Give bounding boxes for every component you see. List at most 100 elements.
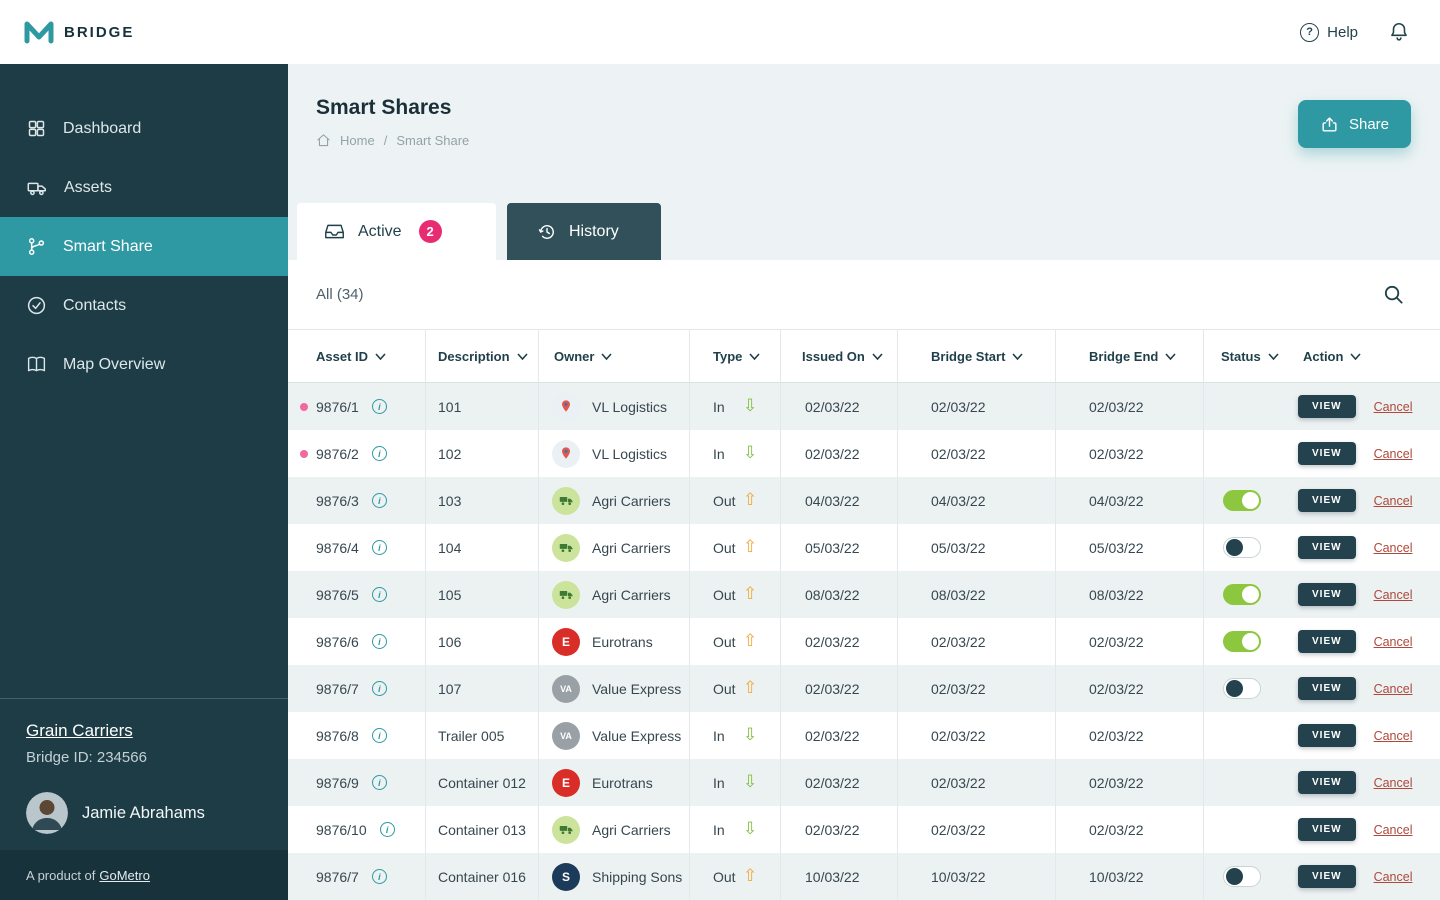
cancel-link[interactable]: Cancel bbox=[1373, 869, 1413, 884]
info-icon[interactable]: i bbox=[371, 681, 387, 696]
type-cell: In ⇩ bbox=[689, 430, 780, 477]
view-button[interactable]: VIEW bbox=[1298, 630, 1356, 653]
info-icon[interactable]: i bbox=[371, 869, 387, 884]
bridge-start-cell: 08/03/22 bbox=[897, 571, 1055, 618]
asset-id-cell: 9876/4 i bbox=[288, 524, 425, 571]
view-button[interactable]: VIEW bbox=[1298, 677, 1356, 700]
view-button[interactable]: VIEW bbox=[1298, 489, 1356, 512]
bridge-start-cell: 10/03/22 bbox=[897, 853, 1055, 900]
sort-chevron-icon bbox=[516, 352, 528, 360]
status-toggle[interactable] bbox=[1223, 866, 1261, 887]
sort-chevron-icon bbox=[749, 352, 760, 360]
info-icon[interactable]: i bbox=[371, 587, 387, 602]
col-header-issued-on[interactable]: Issued On bbox=[780, 330, 897, 382]
type-cell: In ⇩ bbox=[689, 712, 780, 759]
bridge-id: Bridge ID: 234566 bbox=[26, 749, 147, 766]
tab-active[interactable]: Active 2 bbox=[297, 203, 496, 260]
view-button[interactable]: VIEW bbox=[1298, 724, 1356, 747]
info-icon[interactable]: i bbox=[371, 446, 387, 461]
col-header-bridge-end[interactable]: Bridge End bbox=[1055, 330, 1203, 382]
search-button[interactable] bbox=[1380, 281, 1407, 308]
sidebar-item-assets[interactable]: Assets bbox=[0, 158, 288, 217]
toggle-knob bbox=[1242, 633, 1259, 650]
col-header-asset-id[interactable]: Asset ID bbox=[288, 330, 425, 382]
breadcrumb-home[interactable]: Home bbox=[340, 133, 375, 148]
owner-logo-icon: E bbox=[552, 768, 580, 797]
type-label: In bbox=[713, 398, 725, 415]
cancel-link[interactable]: Cancel bbox=[1373, 446, 1413, 461]
cancel-link[interactable]: Cancel bbox=[1373, 822, 1413, 837]
info-icon[interactable]: i bbox=[371, 775, 387, 790]
owner-logo-icon bbox=[552, 439, 580, 468]
sidebar-item-smart-share[interactable]: Smart Share bbox=[0, 217, 288, 276]
toggle-knob bbox=[1242, 492, 1259, 509]
info-icon[interactable]: i bbox=[371, 493, 387, 508]
help-button[interactable]: ? Help bbox=[1300, 22, 1358, 42]
info-icon[interactable]: i bbox=[371, 540, 387, 555]
tab-active-badge: 2 bbox=[418, 220, 442, 243]
cancel-link[interactable]: Cancel bbox=[1373, 728, 1413, 743]
view-button[interactable]: VIEW bbox=[1298, 583, 1356, 606]
action-cell: VIEW Cancel bbox=[1288, 853, 1440, 900]
type-arrow-icon: ⇧ bbox=[743, 490, 758, 509]
gometro-link[interactable]: GoMetro bbox=[99, 867, 150, 883]
col-header-owner[interactable]: Owner bbox=[538, 330, 689, 382]
col-header-status[interactable]: Status bbox=[1203, 330, 1288, 382]
sidebar-item-contacts[interactable]: Contacts bbox=[0, 276, 288, 335]
col-header-description[interactable]: Description bbox=[425, 330, 538, 382]
share-label: Share bbox=[1348, 115, 1389, 133]
info-icon[interactable]: i bbox=[371, 634, 387, 649]
view-button[interactable]: VIEW bbox=[1298, 865, 1356, 888]
bridge-start-cell: 02/03/22 bbox=[897, 430, 1055, 477]
status-toggle[interactable] bbox=[1223, 678, 1261, 699]
view-button[interactable]: VIEW bbox=[1298, 818, 1356, 841]
sidebar-item-map-overview[interactable]: Map Overview bbox=[0, 335, 288, 394]
status-toggle[interactable] bbox=[1223, 631, 1261, 652]
col-header-action[interactable]: Action bbox=[1288, 330, 1440, 382]
col-header-type[interactable]: Type bbox=[689, 330, 780, 382]
table-row: 9876/7 i 107 VA Value Express Out ⇧ 02/0… bbox=[288, 665, 1440, 712]
type-arrow-icon: ⇧ bbox=[743, 537, 758, 556]
cancel-link[interactable]: Cancel bbox=[1373, 540, 1413, 555]
view-button[interactable]: VIEW bbox=[1298, 395, 1356, 418]
cancel-link[interactable]: Cancel bbox=[1373, 399, 1413, 414]
description-cell: 105 bbox=[425, 571, 538, 618]
cancel-link[interactable]: Cancel bbox=[1373, 493, 1413, 508]
col-header-bridge-start[interactable]: Bridge Start bbox=[897, 330, 1055, 382]
table-body: 9876/1 i 101 VL Logistics In ⇩ 02/03/22 … bbox=[288, 383, 1440, 900]
status-toggle[interactable] bbox=[1223, 537, 1261, 558]
status-cell bbox=[1203, 618, 1288, 665]
cancel-link[interactable]: Cancel bbox=[1373, 587, 1413, 602]
description-cell: 102 bbox=[425, 430, 538, 477]
table-row: 9876/6 i 106 E Eurotrans Out ⇧ 02/03/22 … bbox=[288, 618, 1440, 665]
cancel-link[interactable]: Cancel bbox=[1373, 775, 1413, 790]
notification-bell-icon[interactable] bbox=[1388, 21, 1410, 43]
description-cell: Trailer 005 bbox=[425, 712, 538, 759]
type-label: In bbox=[713, 727, 725, 744]
issued-on-cell: 02/03/22 bbox=[780, 665, 897, 712]
org-link[interactable]: Grain Carriers bbox=[26, 721, 133, 740]
info-icon[interactable]: i bbox=[371, 399, 387, 414]
view-button[interactable]: VIEW bbox=[1298, 771, 1356, 794]
type-label: Out bbox=[713, 680, 736, 697]
status-toggle[interactable] bbox=[1223, 490, 1261, 511]
cancel-link[interactable]: Cancel bbox=[1373, 681, 1413, 696]
cancel-link[interactable]: Cancel bbox=[1373, 634, 1413, 649]
description-cell: 104 bbox=[425, 524, 538, 571]
description-cell: Container 016 bbox=[425, 853, 538, 900]
sidebar-account-block: Grain Carriers Bridge ID: 234566 Jamie A… bbox=[0, 698, 288, 850]
info-icon[interactable]: i bbox=[379, 822, 395, 837]
info-icon[interactable]: i bbox=[371, 728, 387, 743]
type-cell: Out ⇧ bbox=[689, 524, 780, 571]
asset-id: 9876/3 bbox=[316, 492, 359, 509]
owner-cell: Agri Carriers bbox=[538, 477, 689, 524]
tab-history[interactable]: History bbox=[507, 203, 661, 260]
status-toggle[interactable] bbox=[1223, 584, 1261, 605]
share-button[interactable]: Share bbox=[1297, 100, 1411, 148]
filter-all[interactable]: All (34) bbox=[316, 286, 364, 303]
description-cell: 107 bbox=[425, 665, 538, 712]
sidebar-item-dashboard[interactable]: Dashboard bbox=[0, 99, 288, 158]
view-button[interactable]: VIEW bbox=[1298, 442, 1356, 465]
view-button[interactable]: VIEW bbox=[1298, 536, 1356, 559]
brand[interactable]: BRIDGE bbox=[24, 20, 134, 44]
